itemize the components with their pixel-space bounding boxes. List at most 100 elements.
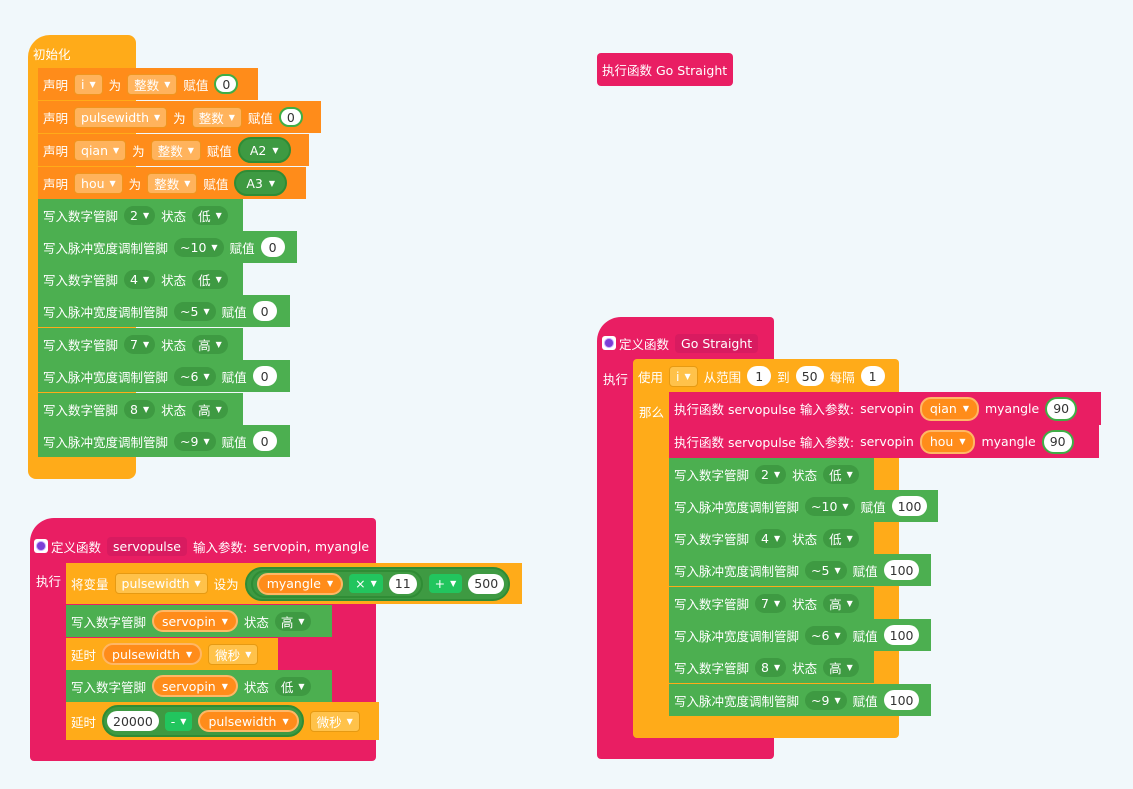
end-input[interactable]: 50: [795, 366, 824, 386]
hou-variable[interactable]: hou ▼: [919, 429, 976, 454]
pwm-write-block[interactable]: 写入脉冲宽度调制管脚 ~6 ▼ 赋值 100: [669, 619, 931, 651]
servopin-variable[interactable]: servopin ▼: [152, 675, 238, 697]
expression-slot[interactable]: myangle ▼ × ▼ 11 + ▼ 500: [244, 566, 511, 601]
digital-write-block[interactable]: 写入数字管脚 servopin ▼ 状态 低 ▼: [66, 670, 332, 702]
state-dropdown[interactable]: 高 ▼: [192, 334, 228, 354]
value-input[interactable]: 100: [883, 625, 920, 645]
pin-dropdown[interactable]: ~10 ▼: [174, 237, 224, 257]
angle-input[interactable]: 90: [1041, 429, 1074, 454]
var-name-dropdown[interactable]: i ▼: [74, 73, 103, 95]
state-dropdown[interactable]: 低 ▼: [192, 205, 228, 225]
start-input[interactable]: 1: [747, 366, 772, 386]
var-name-dropdown[interactable]: pulsewidth ▼: [74, 106, 168, 128]
digital-write-block[interactable]: 写入数字管脚 2 ▼ 状态 低 ▼: [38, 199, 243, 231]
pin-dropdown[interactable]: ~6 ▼: [805, 625, 847, 645]
delay-block[interactable]: 延时 pulsewidth ▼ 微秒 ▼: [66, 638, 278, 670]
digital-write-block[interactable]: 写入数字管脚 8 ▼ 状态 高 ▼: [669, 651, 874, 683]
unit-dropdown[interactable]: 微秒 ▼: [309, 710, 360, 732]
operator-dropdown[interactable]: + ▼: [428, 574, 463, 593]
pin-dropdown[interactable]: 2 ▼: [124, 205, 156, 225]
digital-write-block[interactable]: 写入数字管脚 8 ▼ 状态 高 ▼: [38, 393, 243, 425]
loop-var-dropdown[interactable]: i ▼: [669, 365, 698, 387]
pin-dropdown[interactable]: 2 ▼: [755, 464, 787, 484]
pin-dropdown[interactable]: ~5 ▼: [174, 301, 216, 321]
angle-input[interactable]: 90: [1045, 396, 1078, 421]
state-dropdown[interactable]: 低 ▼: [823, 528, 859, 548]
pin-dropdown[interactable]: ~6 ▼: [174, 366, 216, 386]
pulsewidth-variable[interactable]: pulsewidth ▼: [102, 643, 203, 665]
value-input[interactable]: 0: [260, 237, 285, 257]
function-name-field[interactable]: Go Straight: [675, 333, 759, 353]
number-input[interactable]: 500: [468, 573, 505, 594]
state-dropdown[interactable]: 高 ▼: [823, 657, 859, 677]
type-dropdown[interactable]: 整数 ▼: [147, 172, 198, 194]
call-go-straight-block[interactable]: 执行函数 Go Straight: [597, 53, 733, 86]
variable-dropdown[interactable]: pulsewidth ▼: [114, 573, 208, 594]
pin-dropdown[interactable]: 8 ▼: [755, 657, 787, 677]
value-input[interactable]: 0: [278, 107, 303, 127]
pwm-write-block[interactable]: 写入脉冲宽度调制管脚 ~5 ▼ 赋值 100: [669, 554, 931, 586]
delay-block[interactable]: 延时 20000 - ▼ pulsewidth ▼ 微秒 ▼: [66, 702, 379, 740]
pin-dropdown[interactable]: 4 ▼: [124, 269, 156, 289]
state-dropdown[interactable]: 低 ▼: [192, 269, 228, 289]
number-input[interactable]: 20000: [107, 711, 159, 731]
number-input[interactable]: 11: [388, 573, 417, 594]
pin-dropdown[interactable]: ~9 ▼: [174, 431, 216, 451]
subtract-expression[interactable]: 20000 - ▼ pulsewidth ▼: [102, 705, 304, 737]
function-name-field[interactable]: servopulse: [107, 536, 187, 556]
declare-block-pulsewidth[interactable]: 声明 pulsewidth ▼ 为 整数 ▼ 赋值 0: [38, 101, 321, 133]
pwm-write-block[interactable]: 写入脉冲宽度调制管脚 ~6 ▼ 赋值 0: [38, 360, 290, 392]
pin-dropdown[interactable]: 4 ▼: [755, 528, 787, 548]
call-servopulse-block[interactable]: 执行函数 servopulse 输入参数: servopin qian ▼ mya…: [669, 392, 1101, 425]
type-dropdown[interactable]: 整数 ▼: [191, 106, 242, 128]
pin-value-dropdown[interactable]: A3 ▼: [234, 170, 288, 196]
operator-dropdown[interactable]: - ▼: [164, 711, 193, 731]
pwm-write-block[interactable]: 写入脉冲宽度调制管脚 ~10 ▼ 赋值 0: [38, 231, 297, 263]
myangle-variable[interactable]: myangle ▼: [256, 572, 344, 595]
digital-write-block[interactable]: 写入数字管脚 2 ▼ 状态 低 ▼: [669, 458, 874, 490]
digital-write-block[interactable]: 写入数字管脚 servopin ▼ 状态 高 ▼: [66, 605, 332, 637]
operator-dropdown[interactable]: × ▼: [349, 574, 383, 593]
var-name-dropdown[interactable]: hou ▼: [74, 172, 123, 194]
pin-dropdown[interactable]: 7 ▼: [124, 334, 156, 354]
pin-dropdown[interactable]: ~5 ▼: [805, 560, 847, 580]
digital-write-block[interactable]: 写入数字管脚 4 ▼ 状态 低 ▼: [669, 522, 874, 554]
state-dropdown[interactable]: 低 ▼: [274, 676, 311, 696]
pin-dropdown[interactable]: ~10 ▼: [805, 496, 855, 516]
unit-dropdown[interactable]: 微秒 ▼: [208, 643, 259, 665]
state-dropdown[interactable]: 低 ▼: [823, 464, 859, 484]
pwm-write-block[interactable]: 写入脉冲宽度调制管脚 ~9 ▼ 赋值 0: [38, 425, 290, 457]
pin-dropdown[interactable]: ~9 ▼: [805, 690, 847, 710]
value-input[interactable]: 0: [252, 301, 277, 321]
pin-dropdown[interactable]: 8 ▼: [124, 399, 156, 419]
state-dropdown[interactable]: 高 ▼: [192, 399, 228, 419]
value-input[interactable]: 100: [891, 496, 928, 516]
state-dropdown[interactable]: 高 ▼: [274, 611, 311, 631]
multiply-expression[interactable]: myangle ▼ × ▼ 11: [250, 569, 423, 598]
digital-write-block[interactable]: 写入数字管脚 4 ▼ 状态 低 ▼: [38, 263, 243, 295]
value-input[interactable]: 100: [883, 560, 920, 580]
state-dropdown[interactable]: 高 ▼: [823, 593, 859, 613]
declare-block-hou[interactable]: 声明 hou ▼ 为 整数 ▼ 赋值 A3 ▼: [38, 167, 306, 199]
declare-block-i[interactable]: 声明 i ▼ 为 整数 ▼ 赋值 0: [38, 68, 258, 100]
call-servopulse-block[interactable]: 执行函数 servopulse 输入参数: servopin hou ▼ myan…: [669, 425, 1099, 458]
set-variable-block[interactable]: 将变量 pulsewidth ▼ 设为 myangle ▼ × ▼ 11 + ▼ 500: [66, 563, 522, 604]
pwm-write-block[interactable]: 写入脉冲宽度调制管脚 ~5 ▼ 赋值 0: [38, 295, 290, 327]
declare-block-qian[interactable]: 声明 qian ▼ 为 整数 ▼ 赋值 A2 ▼: [38, 134, 309, 166]
pin-value-dropdown[interactable]: A2 ▼: [237, 137, 291, 163]
pwm-write-block[interactable]: 写入脉冲宽度调制管脚 ~9 ▼ 赋值 100: [669, 684, 931, 716]
pulsewidth-variable[interactable]: pulsewidth ▼: [198, 710, 299, 732]
qian-variable[interactable]: qian ▼: [919, 396, 979, 421]
var-name-dropdown[interactable]: qian ▼: [74, 139, 127, 161]
value-input[interactable]: 100: [883, 690, 920, 710]
servopin-variable[interactable]: servopin ▼: [152, 610, 238, 632]
pwm-write-block[interactable]: 写入脉冲宽度调制管脚 ~10 ▼ 赋值 100: [669, 490, 938, 522]
type-dropdown[interactable]: 整数 ▼: [150, 139, 201, 161]
step-input[interactable]: 1: [860, 366, 885, 386]
value-input[interactable]: 0: [252, 431, 277, 451]
pin-dropdown[interactable]: 7 ▼: [755, 593, 787, 613]
digital-write-block[interactable]: 写入数字管脚 7 ▼ 状态 高 ▼: [669, 587, 874, 619]
value-input[interactable]: 0: [214, 74, 239, 94]
value-input[interactable]: 0: [252, 366, 277, 386]
type-dropdown[interactable]: 整数 ▼: [127, 73, 178, 95]
